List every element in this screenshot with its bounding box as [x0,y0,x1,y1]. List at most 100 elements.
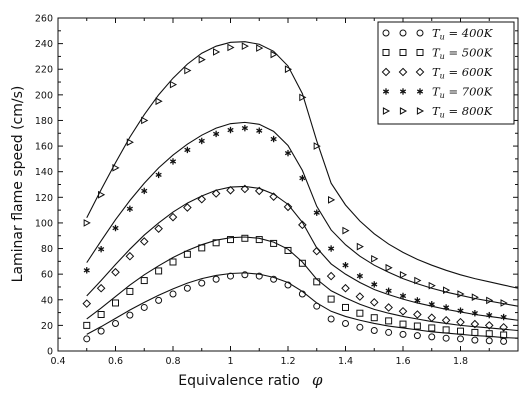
series-2-point [428,324,436,332]
series-1-point [399,330,407,338]
x-tick-label: 1.4 [338,356,353,367]
y-tick-label: 240 [35,39,53,50]
asterisk-stroke [385,288,392,293]
legend-marker [416,29,424,37]
asterisk-stroke [399,293,407,299]
axes: 0 20 40 60 80 100 120 140 160 180 200 220 240 260 0.4 0… [35,14,518,367]
legend-marker [381,67,391,77]
legend-marker [382,49,390,56]
asterisk-stroke [399,89,407,94]
series-3-point [326,271,336,281]
series-4-point [184,146,191,154]
asterisk-stroke [342,263,349,268]
series-3-point [154,224,163,233]
asterisk-stroke [471,311,478,316]
y-tick-label: 80 [41,244,53,255]
series-1-point [485,337,493,345]
legend-marker [399,29,407,37]
series-2-point [284,246,292,254]
legend-label: Tu = 500K [432,46,494,62]
asterisk-stroke [83,268,90,273]
series-1-point [183,284,191,292]
series-2-point [342,303,349,311]
y-tick-label: 260 [35,14,53,25]
asterisk-stroke [328,246,335,251]
asterisk-stroke [241,125,248,131]
series-3-point [197,194,207,204]
series-2-point [485,330,493,338]
legend-marker [382,88,390,95]
series-1-point [428,333,436,341]
series-1-point [155,296,163,304]
legend-marker [416,107,425,115]
series-1-point [342,319,349,327]
series-4-curve [86,121,519,307]
legend-label: Tu = 800K [432,104,494,120]
series-5-point [213,48,221,56]
asterisk-stroke [382,89,390,94]
series-5-point [356,242,364,251]
series-4-point [98,245,105,253]
series-4-point [141,187,148,195]
series-1-point [298,290,306,298]
asterisk-stroke [416,89,424,94]
legend: Tu = 400K Tu = 500K Tu = 600K Tu = 700K Tu =… [377,21,515,125]
series-2-point [241,234,249,242]
series-2-point [298,259,306,267]
series-1-point [413,332,421,340]
series-2-point [169,258,177,266]
asterisk-stroke [227,127,234,133]
y-axis-title: Laminar flame speed (cm/s) [10,86,26,283]
series-1-point [327,315,335,323]
series-1-point [313,302,321,310]
series-2-point [385,317,393,325]
series-4-point [342,261,349,269]
series-1-point [241,271,249,279]
series-5-point [241,42,249,51]
x-axis-title: Equivalence ratio [178,373,300,389]
series-1-point [212,275,220,283]
series-2-point [399,320,407,328]
asterisk-stroke [371,282,378,287]
x-tick-label: 1 [227,356,233,367]
series-1-point [457,335,464,343]
asterisk-stroke [443,305,450,310]
series-4-point [241,124,248,132]
series-5-point [328,196,336,204]
series-4-point [399,292,407,300]
series-1-curve [86,272,519,339]
series-5-point [98,190,106,199]
series-3-point [398,306,408,316]
series-2-point [413,322,421,330]
series-3-point [139,237,149,246]
series-3-point [82,299,92,308]
legend-marker [415,67,425,77]
x-tick-label: 1.8 [453,356,468,367]
asterisk-stroke [428,302,435,307]
series-4-point [428,301,435,308]
series-4-point [126,205,133,213]
series-3-point [470,319,480,329]
series-2-point [112,299,119,307]
asterisk-stroke [299,175,306,181]
x-tick-label: 1.2 [280,356,295,367]
series-5-point [414,276,422,285]
y-tick-label: 100 [35,218,53,229]
series-2-point [183,250,191,258]
series-1-point [83,335,91,343]
series-5-point [83,219,91,227]
series-4-point [112,224,119,232]
legend-label: Tu = 700K [432,85,494,101]
series-4-point [414,297,421,304]
series-3-point [96,283,106,293]
legend-marker [382,29,390,37]
series-1-point [284,281,292,289]
asterisk-stroke [270,136,277,142]
series-4-point [486,311,493,319]
series-3-point [456,317,465,327]
y-tick-label: 140 [35,167,53,178]
y-tick-label: 20 [41,321,53,332]
series-5-point [385,263,393,272]
series-3-point [484,321,494,330]
